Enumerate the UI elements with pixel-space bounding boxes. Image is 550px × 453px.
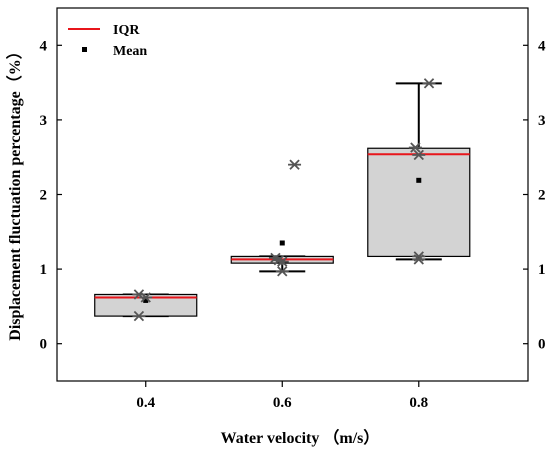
y-tick-label-right: 3: [538, 113, 546, 129]
y-tick-label-left: 0: [40, 337, 48, 353]
data-point: [288, 159, 302, 170]
y-tick-label-right: 0: [538, 337, 546, 353]
ticks-layer: 0 0 1 1 2 2 3 3 4 4 0.4 0.6 0.8: [40, 38, 547, 411]
data-point: [275, 266, 289, 277]
x-axis-title: Water velocity （m/s）: [221, 429, 380, 447]
legend: IQR Mean: [68, 23, 147, 59]
mean-marker: [143, 297, 149, 303]
y-tick-label-left: 4: [40, 38, 48, 54]
data-point: [412, 254, 426, 265]
box-group-0.8: [367, 82, 471, 261]
data-point: [408, 142, 422, 153]
y-tick-label-left: 3: [40, 113, 48, 129]
x-tick-label: 0.6: [273, 395, 292, 411]
y-tick-label-right: 4: [538, 38, 546, 54]
y-tick-label-left: 1: [40, 262, 48, 278]
x-tick-label: 0.8: [409, 395, 428, 411]
y-tick-label-right: 1: [538, 262, 546, 278]
y-tick-label-right: 2: [538, 188, 546, 204]
iqr-box: [367, 147, 471, 258]
y-axis-title: Displacement fluctuation percentage（%）: [6, 43, 24, 340]
y-tick-label-left: 2: [40, 188, 48, 204]
data-point: [275, 256, 289, 267]
data-point: [412, 149, 426, 161]
x-tick-label: 0.4: [136, 395, 155, 411]
iqr-box: [94, 293, 198, 317]
mean-marker: [279, 240, 285, 246]
legend-iqr-label: IQR: [113, 23, 140, 38]
points-layer: [132, 78, 436, 322]
legend-mean-swatch: [82, 47, 87, 52]
mean-marker: [416, 177, 422, 183]
data-point: [422, 78, 436, 89]
data-point: [132, 310, 146, 322]
data-point: [139, 292, 153, 303]
boxes-layer: [94, 82, 471, 318]
legend-mean-label: Mean: [113, 44, 147, 59]
